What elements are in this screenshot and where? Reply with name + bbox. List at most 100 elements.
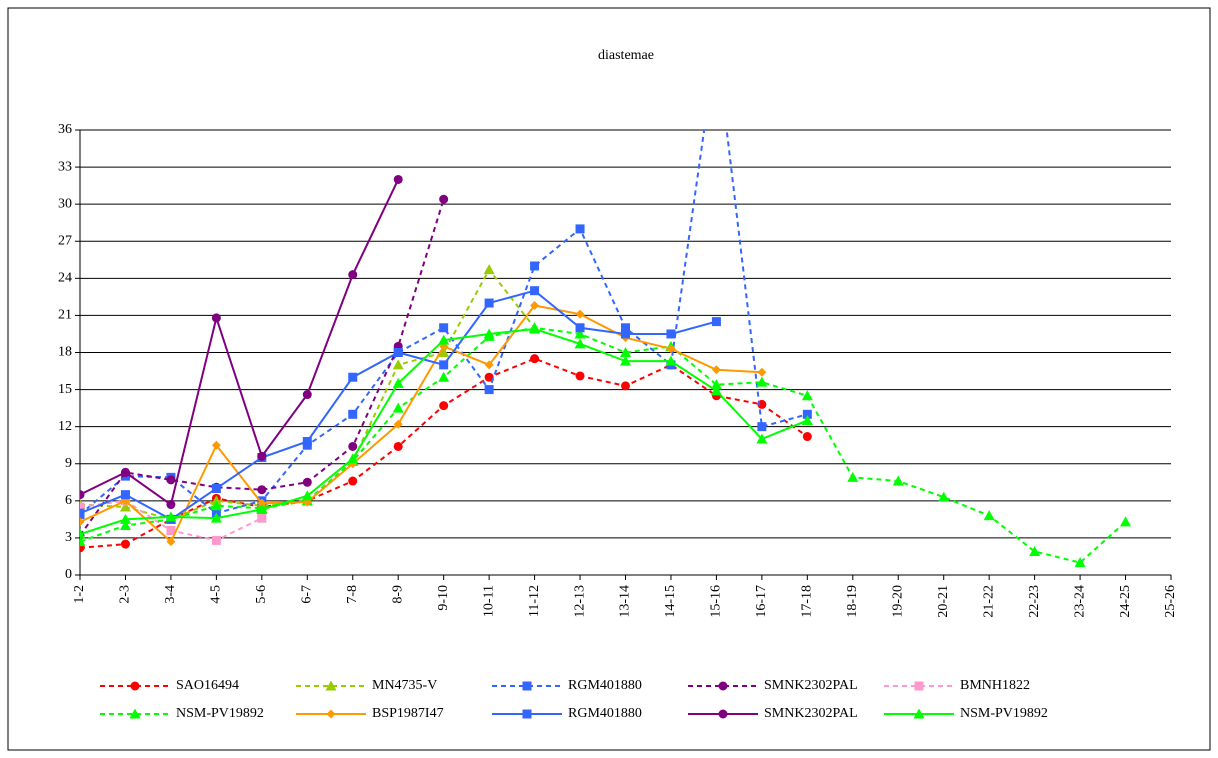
y-tick-label: 33 [58,159,72,174]
x-tick-label: 8-9 [390,585,405,604]
marker [530,286,540,296]
y-tick-label: 12 [58,419,72,434]
marker [166,537,176,547]
marker [325,680,337,691]
marker [119,501,131,512]
marker [210,512,222,523]
marker [666,344,676,354]
marker [575,323,585,333]
marker [574,338,586,349]
legend-label: MN4735-V [372,678,437,693]
marker [165,511,177,522]
marker [130,681,140,691]
marker [348,409,358,419]
marker [80,490,85,500]
marker [257,498,267,508]
marker [210,500,222,511]
marker [756,433,768,444]
marker [347,453,359,464]
marker [710,379,722,390]
marker [574,328,586,339]
marker [620,355,631,366]
x-tick-label: 21-22 [981,585,996,618]
x-tick-label: 13-14 [618,585,633,618]
marker [575,371,585,381]
marker [392,377,404,388]
marker [718,681,728,691]
x-tick-label: 15-16 [709,585,724,618]
series-line [80,179,400,507]
chart-title: diastemae [598,48,654,63]
marker [483,264,495,275]
marker [120,490,130,500]
marker [529,323,541,334]
marker [211,535,221,545]
marker [802,432,812,442]
x-tick-label: 1-2 [72,585,87,604]
x-tick-label: 14-15 [663,585,678,618]
marker [302,390,312,400]
x-tick-label: 25-26 [1163,585,1178,618]
chart-frame [7,7,1211,751]
marker [80,517,85,527]
marker [393,441,403,451]
marker [484,372,494,382]
legend-label: BMNH1822 [960,678,1030,693]
marker [166,500,176,510]
marker [530,301,540,311]
marker [484,360,494,370]
legend-label: NSM-PV19892 [960,706,1048,721]
legend-label: NSM-PV19892 [176,706,264,721]
legend-label: BSP1987I47 [372,706,444,721]
x-tick-label: 23-24 [1072,585,1087,618]
marker [119,520,131,531]
marker [439,194,449,204]
x-tick-label: 24-25 [1118,585,1133,618]
marker [302,437,312,446]
marker [257,513,267,523]
marker [983,510,995,521]
marker [393,174,403,184]
marker [847,471,859,482]
marker [530,354,540,364]
y-tick-label: 15 [58,382,72,397]
marker [348,270,358,280]
marker [802,409,812,419]
x-tick-label: 5-6 [254,585,269,604]
marker [80,502,85,512]
y-tick-label: 27 [58,233,72,248]
marker [393,348,403,357]
marker [257,451,267,461]
x-tick-label: 4-5 [209,585,224,604]
marker [1029,546,1041,557]
marker [119,513,131,524]
marker [1074,557,1086,568]
marker [256,503,268,514]
marker [620,347,631,357]
y-tick-label: 3 [65,530,72,545]
marker [129,708,141,719]
x-tick-label: 3-4 [163,585,178,604]
legend-label: SMNK2302PAL [764,678,858,693]
marker [711,365,721,375]
series-line [80,326,1127,564]
marker [166,475,176,485]
marker [120,539,130,549]
marker [438,347,450,357]
marker [166,526,176,535]
marker [483,328,495,339]
marker [665,355,677,366]
x-tick-label: 18-19 [845,585,860,618]
y-tick-label: 24 [58,271,72,286]
marker [484,298,494,308]
marker [522,681,532,691]
y-tick-label: 0 [65,567,72,582]
marker [438,371,450,382]
marker [938,491,950,502]
marker [711,317,721,327]
marker [530,261,540,271]
marker [1120,516,1132,527]
marker [257,485,267,495]
legend-label: SAO16494 [176,678,239,693]
